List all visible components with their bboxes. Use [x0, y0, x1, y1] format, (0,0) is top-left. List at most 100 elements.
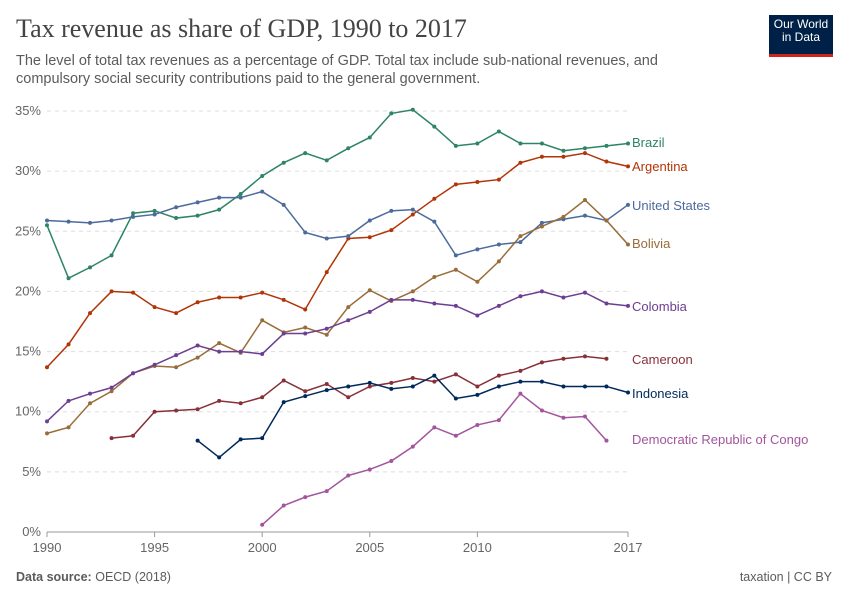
data-point[interactable] — [518, 141, 523, 146]
data-point[interactable] — [453, 253, 458, 258]
data-point[interactable] — [260, 522, 265, 527]
data-point[interactable] — [626, 164, 630, 169]
data-point[interactable] — [432, 425, 437, 430]
series-label[interactable]: Cameroon — [632, 352, 693, 367]
data-point[interactable] — [303, 394, 308, 399]
data-point[interactable] — [131, 371, 136, 376]
data-point[interactable] — [45, 431, 49, 436]
data-point[interactable] — [324, 158, 329, 163]
series-label[interactable]: Indonesia — [632, 386, 689, 401]
data-point[interactable] — [238, 191, 243, 196]
data-point[interactable] — [217, 341, 222, 346]
data-point[interactable] — [174, 365, 179, 370]
data-point[interactable] — [432, 379, 437, 384]
data-point[interactable] — [410, 384, 415, 389]
data-point[interactable] — [410, 297, 415, 302]
data-point[interactable] — [604, 384, 609, 389]
data-point[interactable] — [260, 436, 265, 441]
data-point[interactable] — [152, 305, 157, 310]
series-line[interactable] — [46, 109, 629, 280]
data-point[interactable] — [432, 219, 437, 224]
data-point[interactable] — [582, 213, 587, 218]
series-label[interactable]: Brazil — [632, 135, 665, 150]
data-point[interactable] — [518, 368, 523, 373]
data-point[interactable] — [539, 379, 544, 384]
data-point[interactable] — [389, 386, 394, 391]
data-point[interactable] — [604, 159, 609, 164]
data-point[interactable] — [152, 212, 157, 217]
data-point[interactable] — [281, 331, 286, 336]
data-point[interactable] — [346, 384, 351, 389]
data-point[interactable] — [217, 349, 222, 354]
data-point[interactable] — [367, 288, 372, 293]
data-point[interactable] — [410, 376, 415, 381]
data-point[interactable] — [88, 391, 93, 396]
data-point[interactable] — [88, 401, 93, 406]
data-point[interactable] — [604, 218, 609, 223]
data-point[interactable] — [561, 356, 566, 361]
data-point[interactable] — [367, 380, 372, 385]
data-point[interactable] — [109, 289, 114, 294]
data-point[interactable] — [475, 313, 480, 318]
data-point[interactable] — [582, 414, 587, 419]
data-point[interactable] — [324, 332, 329, 337]
data-point[interactable] — [432, 124, 437, 129]
data-point[interactable] — [324, 382, 329, 387]
data-point[interactable] — [539, 289, 544, 294]
data-point[interactable] — [453, 182, 458, 187]
data-point[interactable] — [303, 325, 308, 330]
series-democratic-republic-of-congo[interactable] — [260, 391, 609, 527]
data-point[interactable] — [174, 353, 179, 358]
data-point[interactable] — [303, 307, 308, 312]
data-point[interactable] — [174, 408, 179, 413]
data-point[interactable] — [626, 390, 630, 395]
data-point[interactable] — [496, 373, 501, 378]
data-point[interactable] — [561, 154, 566, 159]
data-point[interactable] — [453, 303, 458, 308]
data-point[interactable] — [389, 459, 394, 464]
data-point[interactable] — [195, 407, 200, 412]
data-point[interactable] — [88, 220, 93, 225]
data-point[interactable] — [539, 141, 544, 146]
data-point[interactable] — [346, 473, 351, 478]
series-line[interactable] — [46, 290, 629, 422]
data-point[interactable] — [346, 395, 351, 400]
data-point[interactable] — [626, 141, 630, 146]
data-point[interactable] — [109, 253, 114, 258]
data-point[interactable] — [410, 212, 415, 217]
data-point[interactable] — [303, 230, 308, 235]
data-point[interactable] — [496, 177, 501, 182]
data-point[interactable] — [260, 395, 265, 400]
data-point[interactable] — [281, 297, 286, 302]
data-point[interactable] — [152, 208, 157, 213]
data-point[interactable] — [174, 205, 179, 210]
data-point[interactable] — [539, 224, 544, 229]
data-point[interactable] — [539, 360, 544, 365]
series-cameroon[interactable] — [109, 354, 609, 441]
data-point[interactable] — [432, 274, 437, 279]
data-point[interactable] — [238, 349, 243, 354]
data-point[interactable] — [195, 343, 200, 348]
data-point[interactable] — [324, 270, 329, 275]
series-brazil[interactable] — [45, 107, 630, 281]
data-point[interactable] — [475, 422, 480, 427]
data-point[interactable] — [410, 107, 415, 112]
data-point[interactable] — [66, 425, 71, 430]
data-point[interactable] — [582, 290, 587, 295]
data-point[interactable] — [432, 196, 437, 201]
data-point[interactable] — [260, 173, 265, 178]
data-point[interactable] — [281, 400, 286, 405]
data-point[interactable] — [217, 398, 222, 403]
data-point[interactable] — [475, 247, 480, 252]
data-point[interactable] — [367, 218, 372, 223]
data-point[interactable] — [131, 433, 136, 438]
data-point[interactable] — [561, 148, 566, 153]
data-point[interactable] — [453, 396, 458, 401]
data-point[interactable] — [518, 240, 523, 245]
data-point[interactable] — [45, 419, 49, 424]
data-point[interactable] — [518, 379, 523, 384]
data-point[interactable] — [475, 179, 480, 184]
data-point[interactable] — [604, 301, 609, 306]
license[interactable]: taxation | CC BY — [739, 570, 832, 584]
data-point[interactable] — [561, 384, 566, 389]
